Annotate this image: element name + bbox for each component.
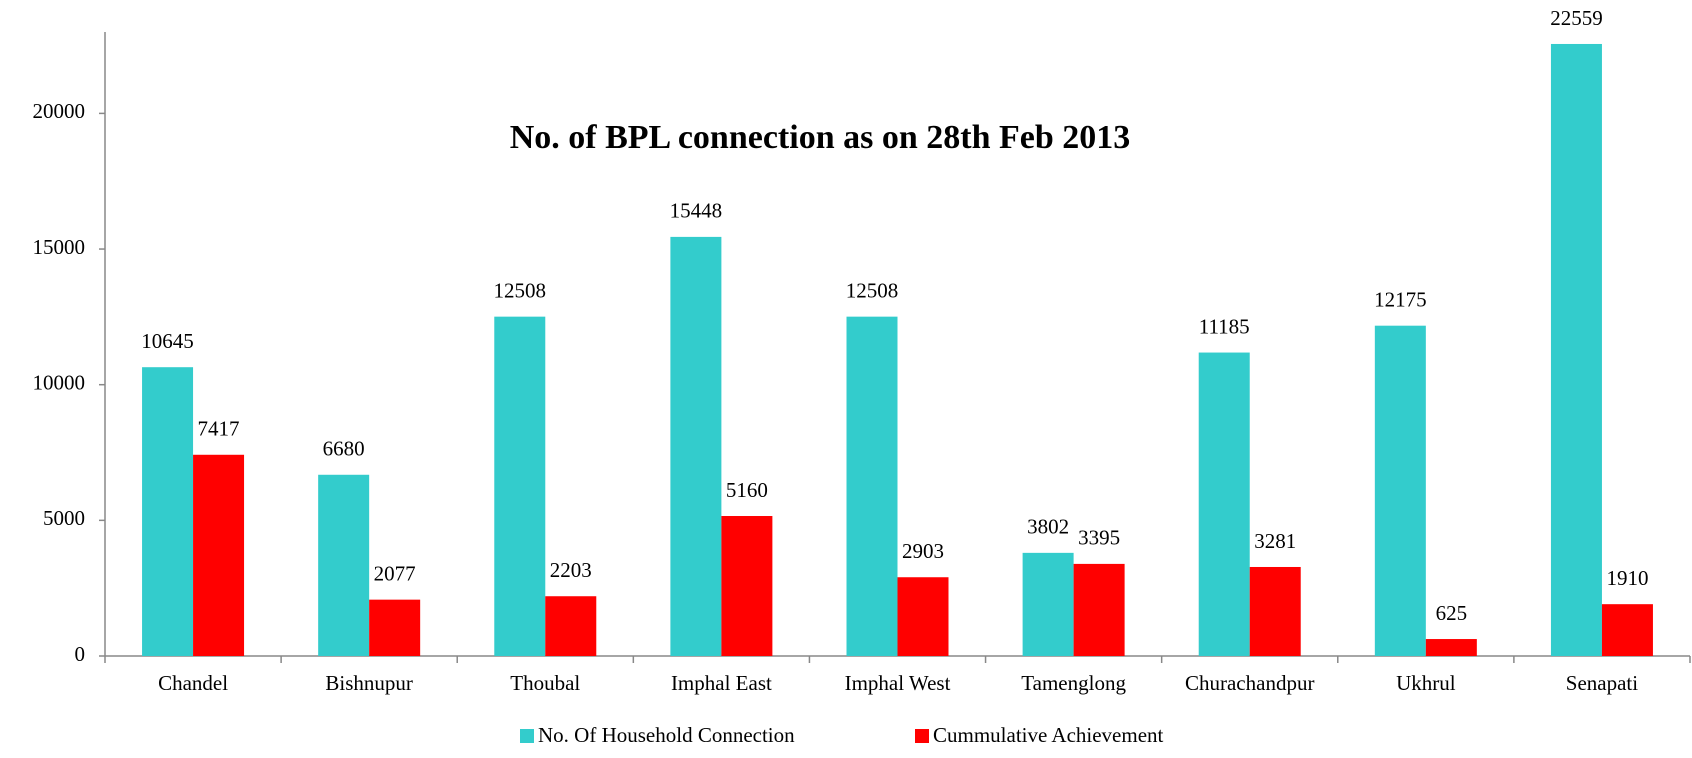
legend-label: Cummulative Achievement xyxy=(933,723,1164,747)
x-tick-label: Bishnupur xyxy=(325,671,413,695)
y-tick-label: 0 xyxy=(75,642,86,666)
data-label: 1910 xyxy=(1606,566,1648,590)
data-label: 3395 xyxy=(1078,526,1120,550)
chart-title: No. of BPL connection as on 28th Feb 201… xyxy=(510,119,1131,156)
bar xyxy=(1425,639,1477,656)
bar xyxy=(846,316,898,656)
bar xyxy=(545,596,597,656)
data-label: 12508 xyxy=(494,278,547,302)
x-tick-label: Thoubal xyxy=(510,671,580,695)
bar xyxy=(318,474,370,656)
bar xyxy=(670,236,722,656)
data-label: 15448 xyxy=(670,199,723,223)
data-label: 2077 xyxy=(374,561,416,585)
data-label: 11185 xyxy=(1199,314,1250,338)
bar xyxy=(369,599,421,656)
x-tick-label: Imphal East xyxy=(671,671,772,695)
data-label: 12175 xyxy=(1374,287,1427,311)
x-tick-label: Imphal West xyxy=(845,671,951,695)
y-tick-label: 10000 xyxy=(33,371,86,395)
bar xyxy=(1249,566,1301,656)
bar xyxy=(1601,604,1653,656)
data-label: 2203 xyxy=(550,558,592,582)
data-label: 625 xyxy=(1436,601,1468,625)
x-tick-label: Tamenglong xyxy=(1021,671,1126,695)
data-label: 3802 xyxy=(1027,515,1069,539)
bar xyxy=(142,367,194,656)
bar xyxy=(1073,563,1125,656)
x-tick-label: Ukhrul xyxy=(1396,671,1456,695)
bar xyxy=(1374,325,1426,656)
x-tick-label: Churachandpur xyxy=(1185,671,1314,695)
y-tick-label: 15000 xyxy=(33,235,86,259)
y-tick-label: 5000 xyxy=(43,506,85,530)
legend-swatch xyxy=(520,729,534,743)
y-tick-label: 20000 xyxy=(33,99,86,123)
data-label: 12508 xyxy=(846,278,899,302)
bar xyxy=(721,516,773,656)
data-label: 5160 xyxy=(726,478,768,502)
data-label: 3281 xyxy=(1254,529,1296,553)
bar xyxy=(897,577,949,656)
data-label: 7417 xyxy=(198,417,240,441)
bar xyxy=(1022,552,1074,656)
bar xyxy=(193,454,245,656)
data-label: 22559 xyxy=(1550,6,1603,30)
x-tick-label: Senapati xyxy=(1566,671,1638,695)
data-label: 6680 xyxy=(323,437,365,461)
data-label: 2903 xyxy=(902,539,944,563)
legend-swatch xyxy=(915,729,929,743)
legend-label: No. Of Household Connection xyxy=(538,723,795,747)
bar xyxy=(1550,43,1602,656)
data-label: 10645 xyxy=(141,329,194,353)
x-tick-label: Chandel xyxy=(158,671,228,695)
bar xyxy=(1198,352,1250,656)
bar xyxy=(494,316,546,656)
